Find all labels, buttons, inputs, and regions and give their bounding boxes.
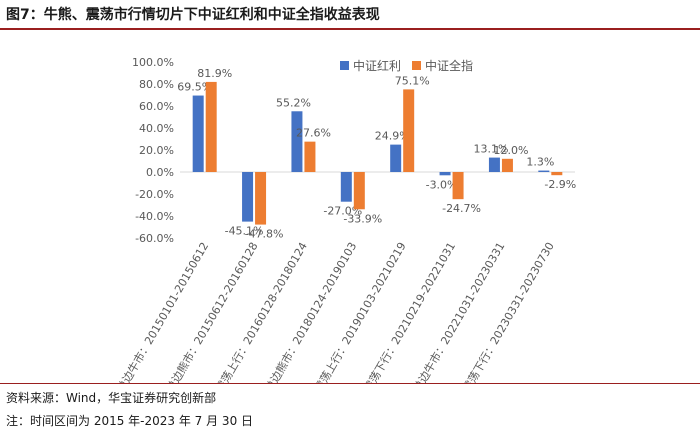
data-label: 13.1% — [473, 143, 508, 156]
y-tick-label: -40.0% — [135, 210, 174, 223]
bar-csi-dividend — [192, 95, 204, 172]
time-range-note: 注：时间区间为 2015 年-2023 年 7 月 30 日 — [6, 414, 254, 428]
x-category-label: 单边熊市：20150612-20160128 — [163, 240, 261, 384]
data-label: 81.9% — [197, 67, 232, 80]
data-label: 1.3% — [526, 156, 554, 169]
bar-csi-dividend — [390, 144, 402, 172]
legend-swatch — [340, 61, 349, 70]
bar-csi-dividend — [488, 157, 500, 172]
figure-title: 图7：牛熊、震荡市行情切片下中证红利和中证全指收益表现 — [6, 7, 380, 23]
data-label: -2.9% — [544, 178, 576, 191]
bar-csi-all-share — [255, 172, 267, 225]
data-label: -24.7% — [442, 202, 481, 215]
legend-swatch — [412, 61, 421, 70]
bar-csi-all-share — [353, 172, 365, 210]
source-note: 资料来源：Wind，华宝证券研究创新部 — [6, 391, 217, 405]
footer-rule — [0, 383, 700, 384]
y-tick-label: 60.0% — [139, 100, 174, 113]
x-category-label: 震荡上行：20160128-20180124 — [213, 240, 310, 383]
x-category-label: 单边牛市：20150101-20150612 — [114, 240, 212, 384]
bar-csi-dividend — [340, 172, 352, 202]
bar-csi-all-share — [551, 172, 563, 176]
y-tick-label: -20.0% — [135, 188, 174, 201]
y-tick-label: -60.0% — [135, 232, 174, 245]
data-label: 75.1% — [395, 74, 430, 87]
data-label: -33.9% — [343, 212, 382, 225]
bar-chart: -60.0% -40.0% -20.0% 0.0% 20.0% 40.0% 60.0% 80.… — [114, 56, 577, 384]
data-label: 69.5% — [177, 81, 212, 94]
bar-csi-all-share — [304, 141, 316, 172]
title-rule — [0, 28, 700, 30]
y-tick-label: 0.0% — [146, 166, 174, 179]
bar-csi-all-share — [205, 81, 217, 172]
x-category-label: 震荡下行：20230331-20230730 — [460, 240, 557, 383]
bar-csi-dividend — [439, 172, 451, 176]
x-category-label: 震荡下行：20210219-20221031 — [361, 240, 458, 383]
data-label: 27.6% — [296, 127, 331, 140]
y-tick-label: 80.0% — [139, 78, 174, 91]
bar-csi-all-share — [452, 172, 464, 200]
x-category-label: 震荡上行：20190103-20210219 — [312, 240, 409, 383]
legend-label: 中证全指 — [425, 58, 473, 73]
data-label: -45.1% — [225, 225, 264, 238]
data-label: 55.2% — [276, 96, 311, 109]
bar-csi-all-share — [501, 158, 513, 172]
bar-csi-all-share — [403, 89, 415, 172]
x-category-label: 单边牛市：20221031-20230331 — [410, 240, 508, 384]
legend-label: 中证红利 — [353, 58, 401, 73]
y-tick-label: 40.0% — [139, 122, 174, 135]
data-label: -27.0% — [323, 205, 362, 218]
data-label: 12.0% — [493, 144, 528, 157]
x-category-label: 单边熊市：20180124-20190103 — [262, 240, 360, 384]
data-label: 24.9% — [375, 130, 410, 143]
y-tick-label: 100.0% — [132, 56, 174, 69]
data-label: -47.8% — [245, 228, 284, 241]
bar-csi-dividend — [291, 111, 303, 172]
bar-csi-dividend — [538, 170, 550, 172]
y-tick-label: 20.0% — [139, 144, 174, 157]
data-label: -3.0% — [426, 178, 458, 191]
bar-csi-dividend — [242, 172, 254, 222]
